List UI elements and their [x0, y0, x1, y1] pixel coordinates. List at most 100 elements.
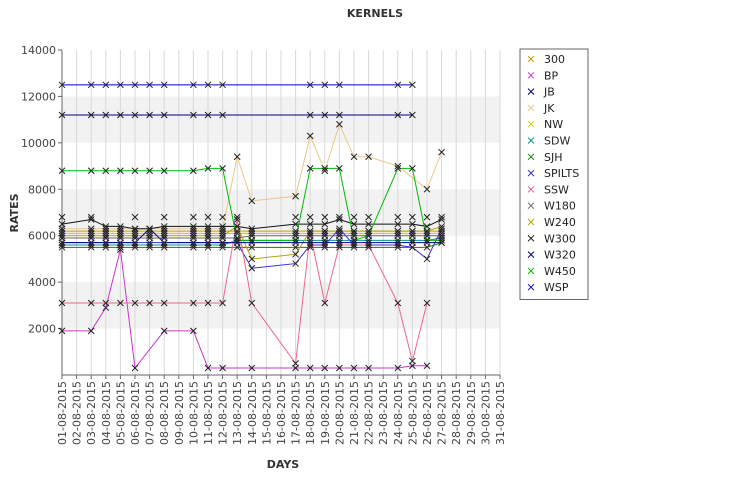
- data-point-w300: [438, 216, 445, 223]
- legend-marker-icon: [527, 234, 535, 242]
- data-point-bp: [423, 362, 431, 370]
- data-point-jk: [438, 148, 445, 156]
- data-point-w240: [102, 232, 110, 240]
- legend-marker-icon: [527, 120, 535, 128]
- legend-item: W300: [527, 232, 576, 245]
- x-tick-label: 14-08-2015: [246, 381, 259, 445]
- chart-title: KERNELS: [347, 7, 403, 20]
- legend-marker-icon: [527, 55, 535, 63]
- data-point-w320: [204, 239, 212, 247]
- data-point: [204, 213, 212, 221]
- data-point-spilts: [423, 255, 431, 263]
- data-point: [58, 213, 66, 221]
- legend-marker-icon: [527, 169, 535, 177]
- data-point-w450: [292, 237, 299, 244]
- data-point-w320: [336, 239, 343, 247]
- data-point-w240: [409, 227, 416, 235]
- data-point-wsp: [160, 81, 168, 89]
- data-point-w320: [438, 239, 445, 247]
- data-point-ssw: [423, 299, 431, 307]
- data-point-w240: [219, 232, 226, 240]
- data-point-w450: [438, 237, 445, 244]
- data-point: [394, 213, 402, 221]
- data-point-w320: [160, 239, 168, 247]
- data-point-bp: [321, 364, 329, 372]
- data-point-jk: [350, 153, 358, 161]
- data-point: [87, 213, 95, 221]
- data-point-w300: [321, 220, 329, 228]
- data-point-w300: [102, 223, 110, 230]
- data-point-w320: [350, 239, 358, 247]
- series-line-w320: [62, 228, 442, 244]
- data-point-w450: [219, 165, 226, 172]
- data-point-w240: [146, 232, 153, 240]
- y-tick-label: 14000: [21, 44, 56, 57]
- data-point-nw: [365, 230, 372, 237]
- data-point-w240: [438, 223, 445, 230]
- data-point-jb: [204, 111, 212, 119]
- data-point-w450: [102, 167, 110, 175]
- x-tick-label: 29-08-2015: [465, 381, 478, 445]
- data-point-wsp: [131, 81, 139, 89]
- data-point-bp: [190, 327, 197, 335]
- data-point: [409, 213, 416, 221]
- data-point-jb: [336, 111, 343, 119]
- data-point-w300: [58, 220, 66, 228]
- data-point-wsp: [87, 81, 95, 89]
- x-tick-label: 11-08-2015: [202, 381, 215, 445]
- data-point-jb: [190, 111, 197, 119]
- data-point-jk: [423, 185, 431, 193]
- legend-marker-icon: [527, 88, 535, 95]
- data-point-w240: [292, 250, 299, 258]
- data-point: [423, 213, 431, 221]
- data-point-w240: [117, 232, 124, 240]
- legend-marker-icon: [527, 153, 535, 161]
- data-point-jk: [365, 153, 372, 161]
- legend-marker-icon: [527, 251, 535, 258]
- data-point-sdw: [204, 241, 212, 249]
- data-point-w320: [409, 239, 416, 247]
- data-point-ssw: [117, 299, 124, 307]
- legend-label: NW: [544, 118, 563, 131]
- x-tick-label: 22-08-2015: [363, 381, 376, 445]
- x-tick-label: 31-08-2015: [494, 381, 507, 445]
- x-tick-label: 26-08-2015: [421, 381, 434, 445]
- x-tick-label: 24-08-2015: [392, 381, 405, 445]
- data-point: [292, 213, 299, 221]
- series-line-w450: [62, 167, 442, 242]
- data-point-w300: [423, 223, 431, 230]
- data-point-jk: [321, 167, 329, 175]
- data-point: [365, 213, 372, 221]
- legend-label: W180: [544, 200, 576, 213]
- data-point-ssw: [336, 241, 343, 249]
- legend-marker-icon: [527, 186, 535, 193]
- data-point-w300: [306, 220, 314, 228]
- data-point-jk: [394, 162, 402, 170]
- data-point-bp: [365, 364, 372, 372]
- data-point-nw: [350, 230, 358, 237]
- data-point-ssw: [146, 299, 153, 307]
- legend-marker-icon: [527, 218, 535, 226]
- data-point-ssw: [321, 299, 329, 307]
- data-point-sdw: [146, 241, 153, 249]
- data-point-w450: [321, 165, 329, 172]
- data-point-w240: [321, 227, 329, 235]
- legend-label: W320: [544, 249, 576, 262]
- data-point-w450: [233, 237, 241, 244]
- data-point-nw: [292, 230, 299, 237]
- data-point-ssw: [365, 241, 372, 249]
- legend-marker-icon: [527, 104, 535, 112]
- data-point-w240: [160, 232, 168, 240]
- y-tick-label: 12000: [21, 90, 56, 103]
- data-point-w240: [131, 232, 139, 240]
- data-point: [219, 213, 226, 221]
- data-point-w320: [58, 239, 66, 247]
- data-point-w450: [248, 237, 256, 244]
- data-point-w320: [219, 239, 226, 247]
- data-point-w240: [204, 232, 212, 240]
- x-tick-label: 18-08-2015: [304, 381, 317, 445]
- x-tick-label: 27-08-2015: [436, 381, 449, 445]
- data-point-bp: [219, 364, 226, 372]
- data-point-ssw: [58, 299, 66, 307]
- legend-item: SSW: [527, 183, 569, 196]
